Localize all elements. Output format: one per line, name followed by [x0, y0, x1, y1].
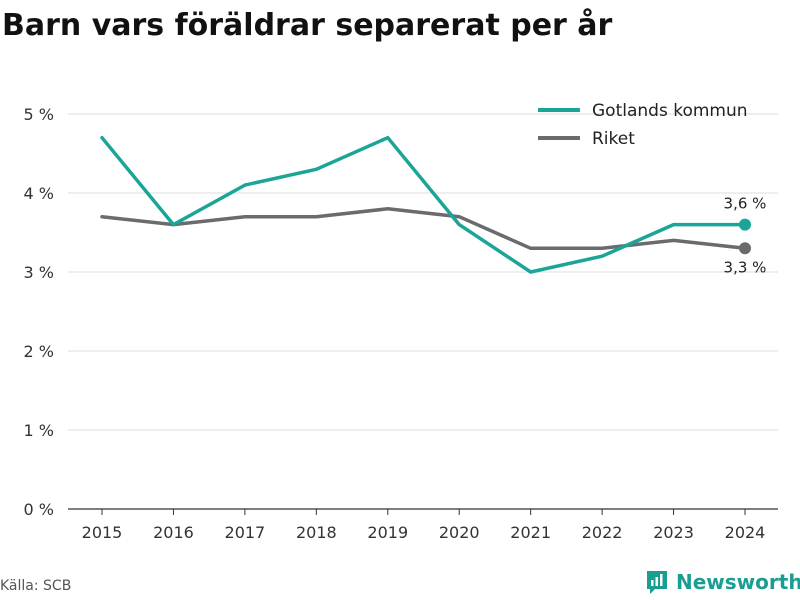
y-tick-label: 3 %	[24, 263, 54, 282]
x-tick-label: 2022	[582, 523, 623, 542]
end-value-label: 3,6 %	[724, 195, 767, 213]
x-tick-label: 2020	[439, 523, 480, 542]
x-tick-label: 2019	[367, 523, 408, 542]
y-tick-label: 0 %	[24, 500, 54, 519]
end-value-label: 3,3 %	[724, 258, 767, 276]
source-note: Källa: SCB	[0, 578, 72, 594]
chart-title: Barn vars föräldrar separerat per år	[2, 8, 613, 43]
series-end-point	[739, 242, 751, 255]
brand-name: Newsworthy	[676, 570, 800, 594]
series-line	[100, 207, 747, 251]
brand-logo: Newsworthy	[645, 569, 800, 595]
legend-label: Gotlands kommun	[592, 101, 748, 121]
x-tick-label: 2015	[82, 523, 123, 542]
legend-label: Riket	[592, 129, 635, 149]
series-end-point	[739, 218, 751, 231]
y-tick-label: 1 %	[24, 421, 54, 440]
newsworthy-logo-icon	[647, 571, 667, 594]
x-tick-label: 2017	[225, 523, 266, 542]
y-tick-label: 2 %	[24, 342, 54, 361]
x-tick-label: 2016	[153, 523, 194, 542]
x-tick-label: 2018	[296, 523, 337, 542]
x-tick-label: 2023	[653, 523, 694, 542]
series-line	[100, 135, 747, 274]
x-tick-label: 2021	[510, 523, 551, 542]
x-tick-label: 2024	[725, 523, 766, 542]
y-tick-label: 4 %	[24, 184, 54, 203]
y-tick-label: 5 %	[24, 105, 54, 124]
